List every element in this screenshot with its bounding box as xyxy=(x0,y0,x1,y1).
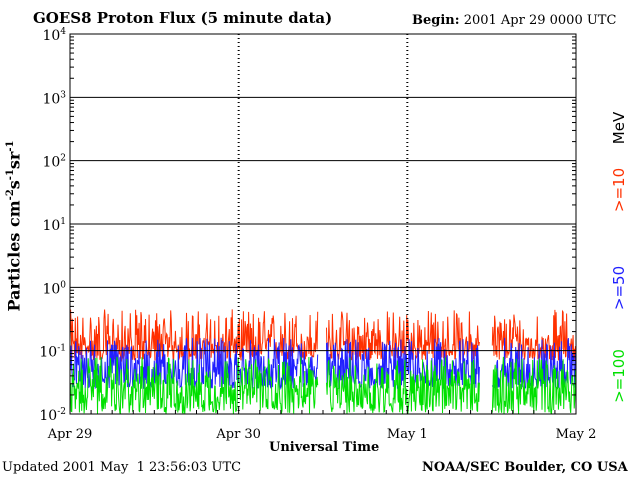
updated-value: 2001 May 1 23:56:03 UTC xyxy=(62,460,242,475)
y-label-sr: sr xyxy=(4,151,24,170)
grid-layer xyxy=(69,34,577,414)
series-line xyxy=(69,356,577,415)
legend-item-50mev: >=50 xyxy=(610,265,628,311)
legend-item-10mev: >=10 xyxy=(610,167,628,213)
y-tick-label: 101 xyxy=(42,217,66,234)
y-tick-label: 10-2 xyxy=(39,407,66,424)
y-tick-label: 103 xyxy=(42,90,66,107)
y-tick-exponent: -1 xyxy=(57,344,66,354)
y-tick-exponent: 0 xyxy=(60,280,66,290)
x-axis-label: Universal Time xyxy=(269,440,380,455)
legend-unit: MeV xyxy=(610,111,628,145)
updated-time: Updated 2001 May 1 23:56:03 UTC xyxy=(2,460,241,475)
begin-value: 2001 Apr 29 0000 UTC xyxy=(463,13,617,28)
y-label-exp-s: -1 xyxy=(5,169,17,181)
y-tick-exponent: 4 xyxy=(60,27,66,37)
x-tick-label: Apr 29 xyxy=(47,427,93,442)
y-tick-exponent: -2 xyxy=(57,407,66,417)
y-tick-label: 104 xyxy=(42,27,66,44)
y-tick-exponent: 2 xyxy=(60,154,66,164)
begin-label: Begin: xyxy=(412,13,460,28)
y-label-exp-sr: -1 xyxy=(5,140,17,152)
series-layer xyxy=(69,309,577,415)
y-tick-label: 10-1 xyxy=(39,344,66,361)
credit-line: NOAA/SEC Boulder, CO USA xyxy=(422,460,628,475)
begin-time: Begin: 2001 Apr 29 0000 UTC xyxy=(412,13,616,28)
y-label-exp-cm: -2 xyxy=(5,189,17,201)
x-tick-label: May 2 xyxy=(556,427,597,442)
y-tick-label: 100 xyxy=(42,280,66,297)
y-axis-label: Particles cm-2s-1sr-1 xyxy=(5,141,24,312)
legend-item-100mev: >=100 xyxy=(610,349,628,403)
plot-frame xyxy=(69,33,577,415)
y-label-s: s xyxy=(4,180,24,190)
y-tick-label: 102 xyxy=(42,154,66,171)
x-tick-label: Apr 30 xyxy=(215,427,261,442)
updated-label: Updated xyxy=(2,460,59,475)
y-label-base: Particles cm xyxy=(4,200,24,312)
x-tick-labels: Apr 29 Apr 30 May 1 May 2 xyxy=(47,427,597,442)
chart-title: GOES8 Proton Flux (5 minute data) xyxy=(33,9,333,27)
y-tick-exponent: 1 xyxy=(60,217,66,227)
y-tick-exponent: 3 xyxy=(60,90,66,100)
x-tick-label: May 1 xyxy=(387,427,428,442)
